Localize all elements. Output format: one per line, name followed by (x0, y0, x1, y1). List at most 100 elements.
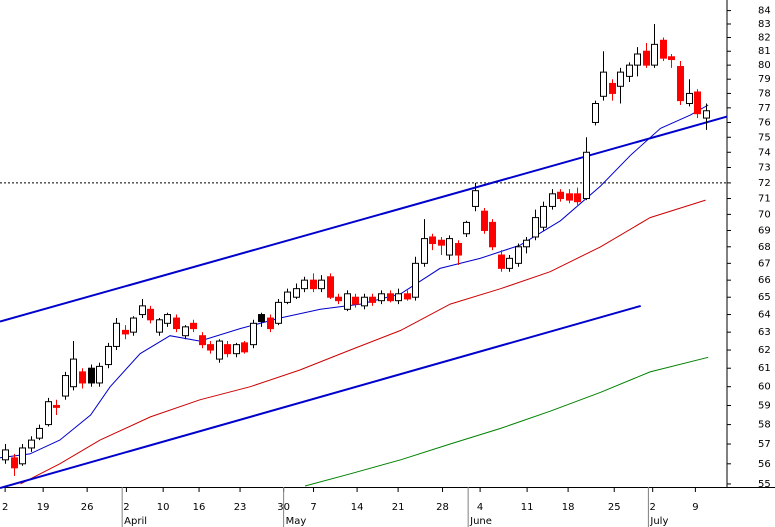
candle-body (79, 371, 86, 384)
candle-body (677, 66, 684, 102)
x-tick-label: 2 (649, 502, 655, 513)
candle-body (668, 56, 675, 61)
moving-average (0, 104, 709, 459)
x-tick-label: 11 (521, 502, 534, 513)
candle-body (634, 53, 641, 66)
candle-body (481, 210, 488, 231)
candle-body (412, 262, 419, 298)
candle-body (139, 305, 146, 316)
candle-body (455, 243, 462, 256)
candle-body (207, 344, 214, 351)
y-tick-label: 68 (758, 242, 771, 253)
candle-body (472, 190, 479, 207)
candle-body (88, 367, 95, 384)
y-tick-label: 57 (758, 439, 771, 450)
x-tick-label: 7 (310, 502, 316, 513)
y-tick-label: 73 (758, 162, 771, 173)
candle-body (489, 221, 496, 248)
month-label: June (469, 516, 492, 527)
x-tick-label: 21 (392, 502, 405, 513)
candle-body (549, 193, 556, 207)
y-tick-label: 76 (758, 117, 771, 128)
candle-body (216, 340, 223, 360)
candle-body (686, 92, 693, 105)
candle-body (28, 439, 35, 449)
candle-body (62, 375, 69, 397)
candle-body (703, 110, 710, 119)
candle-body (45, 401, 52, 426)
month-label: April (124, 516, 147, 527)
candle-body (258, 314, 265, 323)
candle-body (387, 293, 394, 302)
candle-body (233, 344, 240, 355)
candle-body (130, 317, 137, 333)
y-tick-label: 65 (758, 292, 771, 303)
candle-body (566, 193, 573, 201)
x-tick-label: 9 (692, 502, 698, 513)
candle-body (361, 296, 368, 307)
candle-body (96, 365, 103, 384)
candle-body (600, 71, 607, 97)
y-tick-label: 64 (758, 310, 771, 321)
y-tick-label: 81 (758, 46, 771, 57)
candle-body (293, 288, 300, 298)
candle-body (617, 71, 624, 87)
candle-body (429, 236, 436, 245)
candle-body (463, 221, 470, 235)
candle-body (164, 314, 171, 324)
y-tick-label: 83 (758, 19, 771, 30)
x-tick-label: 14 (351, 502, 364, 513)
moving-average (304, 356, 709, 487)
candle-body (523, 239, 530, 248)
candle-body (540, 205, 547, 228)
candle-body (70, 358, 77, 388)
candle-body (318, 279, 325, 290)
candle-body (574, 193, 581, 203)
candle-body (446, 238, 453, 256)
candle-body (378, 293, 385, 302)
candle-body (122, 329, 129, 335)
candle-body (275, 301, 282, 324)
candle-body (643, 50, 650, 66)
candle-body (395, 293, 402, 302)
candle-body (105, 345, 112, 366)
month-label: May (286, 516, 307, 527)
candle-body (156, 319, 163, 333)
candle-body (532, 217, 539, 238)
candle-body (267, 317, 274, 330)
y-tick-label: 75 (758, 132, 771, 143)
candle-body (421, 238, 428, 264)
x-tick-label: 16 (193, 502, 206, 513)
y-tick-label: 59 (758, 400, 771, 411)
trend-line (0, 304, 641, 489)
candle-body (651, 43, 658, 66)
y-tick-label: 63 (758, 327, 771, 338)
candle-body (199, 335, 206, 346)
y-tick-label: 77 (758, 103, 771, 114)
x-tick-label: 2 (123, 502, 129, 513)
x-tick-label: 4 (477, 502, 483, 513)
candle-body (241, 342, 248, 353)
candle-body (344, 293, 351, 310)
x-tick-label: 2 (2, 502, 8, 513)
candle-body (190, 322, 197, 330)
candle-body (694, 91, 701, 115)
candle-body (182, 326, 189, 337)
y-tick-label: 62 (758, 345, 771, 356)
y-tick-label: 82 (758, 33, 771, 44)
moving-average (20, 199, 706, 485)
candle-body (660, 39, 667, 59)
y-tick-label: 84 (758, 6, 771, 17)
candle-body (506, 257, 513, 269)
x-tick-label: 28 (436, 502, 449, 513)
y-tick-label: 69 (758, 225, 771, 236)
y-tick-label: 74 (758, 147, 771, 158)
x-tick-label: 23 (234, 502, 247, 513)
month-label: July (649, 516, 668, 527)
candle-body (404, 293, 411, 300)
candle-body (147, 308, 154, 321)
trend-line (0, 115, 728, 323)
candle-body (36, 427, 43, 439)
